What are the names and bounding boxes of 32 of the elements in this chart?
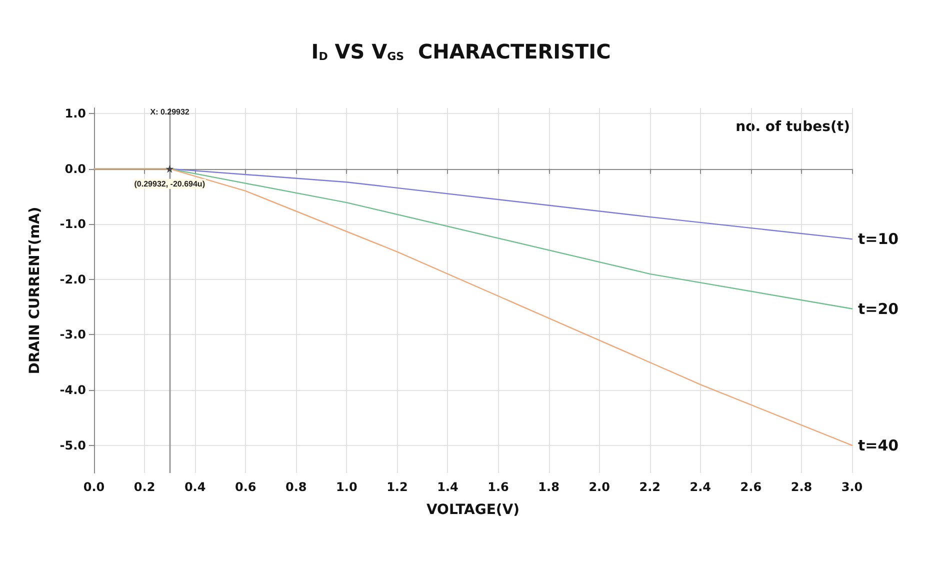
x-tick-label: 2.4	[690, 480, 712, 494]
y-tick-label: -1.0	[60, 217, 86, 232]
x-tick-label: 2.8	[790, 480, 812, 494]
x-tick-label: 2.0	[588, 480, 610, 494]
x-tick-label: 1.0	[336, 480, 358, 494]
annotation: (0.29932, -20.694u)	[134, 179, 206, 188]
x-tick-label: 1.2	[386, 480, 408, 494]
ref-line-label: X: 0.29932	[150, 108, 190, 116]
y-tick-label: -2.0	[60, 272, 86, 286]
y-axis-title: DRAIN CURRENT(mA)	[27, 206, 43, 374]
legend-title: no. of tubes(t)	[736, 119, 850, 135]
x-tick-label: 1.6	[488, 480, 509, 494]
series-label: t=20	[858, 300, 899, 318]
x-tick-label: 1.8	[538, 480, 560, 494]
series-label: t=40	[858, 436, 899, 454]
x-tick-label: 0.0	[83, 480, 105, 494]
chart-title: ID VS VGS CHARACTERISTIC	[311, 40, 611, 64]
x-axis-title: VOLTAGE(V)	[426, 502, 520, 518]
x-tick-label: 0.6	[234, 480, 256, 494]
x-tick-label: 3.0	[841, 480, 863, 494]
series-label: t=10	[858, 230, 899, 248]
x-tick-label: 2.2	[639, 480, 660, 494]
x-tick-label: 0.4	[184, 480, 206, 494]
y-tick-label: -4.0	[60, 383, 86, 398]
y-tick-label: 1.0	[64, 106, 86, 121]
x-tick-label: 1.4	[437, 480, 458, 494]
y-tick-label: 0.0	[64, 162, 86, 176]
y-tick-label: -5.0	[60, 438, 86, 452]
x-tick-label: 2.6	[740, 480, 762, 494]
y-tick-label: -3.0	[60, 328, 86, 342]
x-tick-label: 0.8	[286, 480, 307, 494]
x-tick-label: 0.2	[134, 480, 156, 494]
